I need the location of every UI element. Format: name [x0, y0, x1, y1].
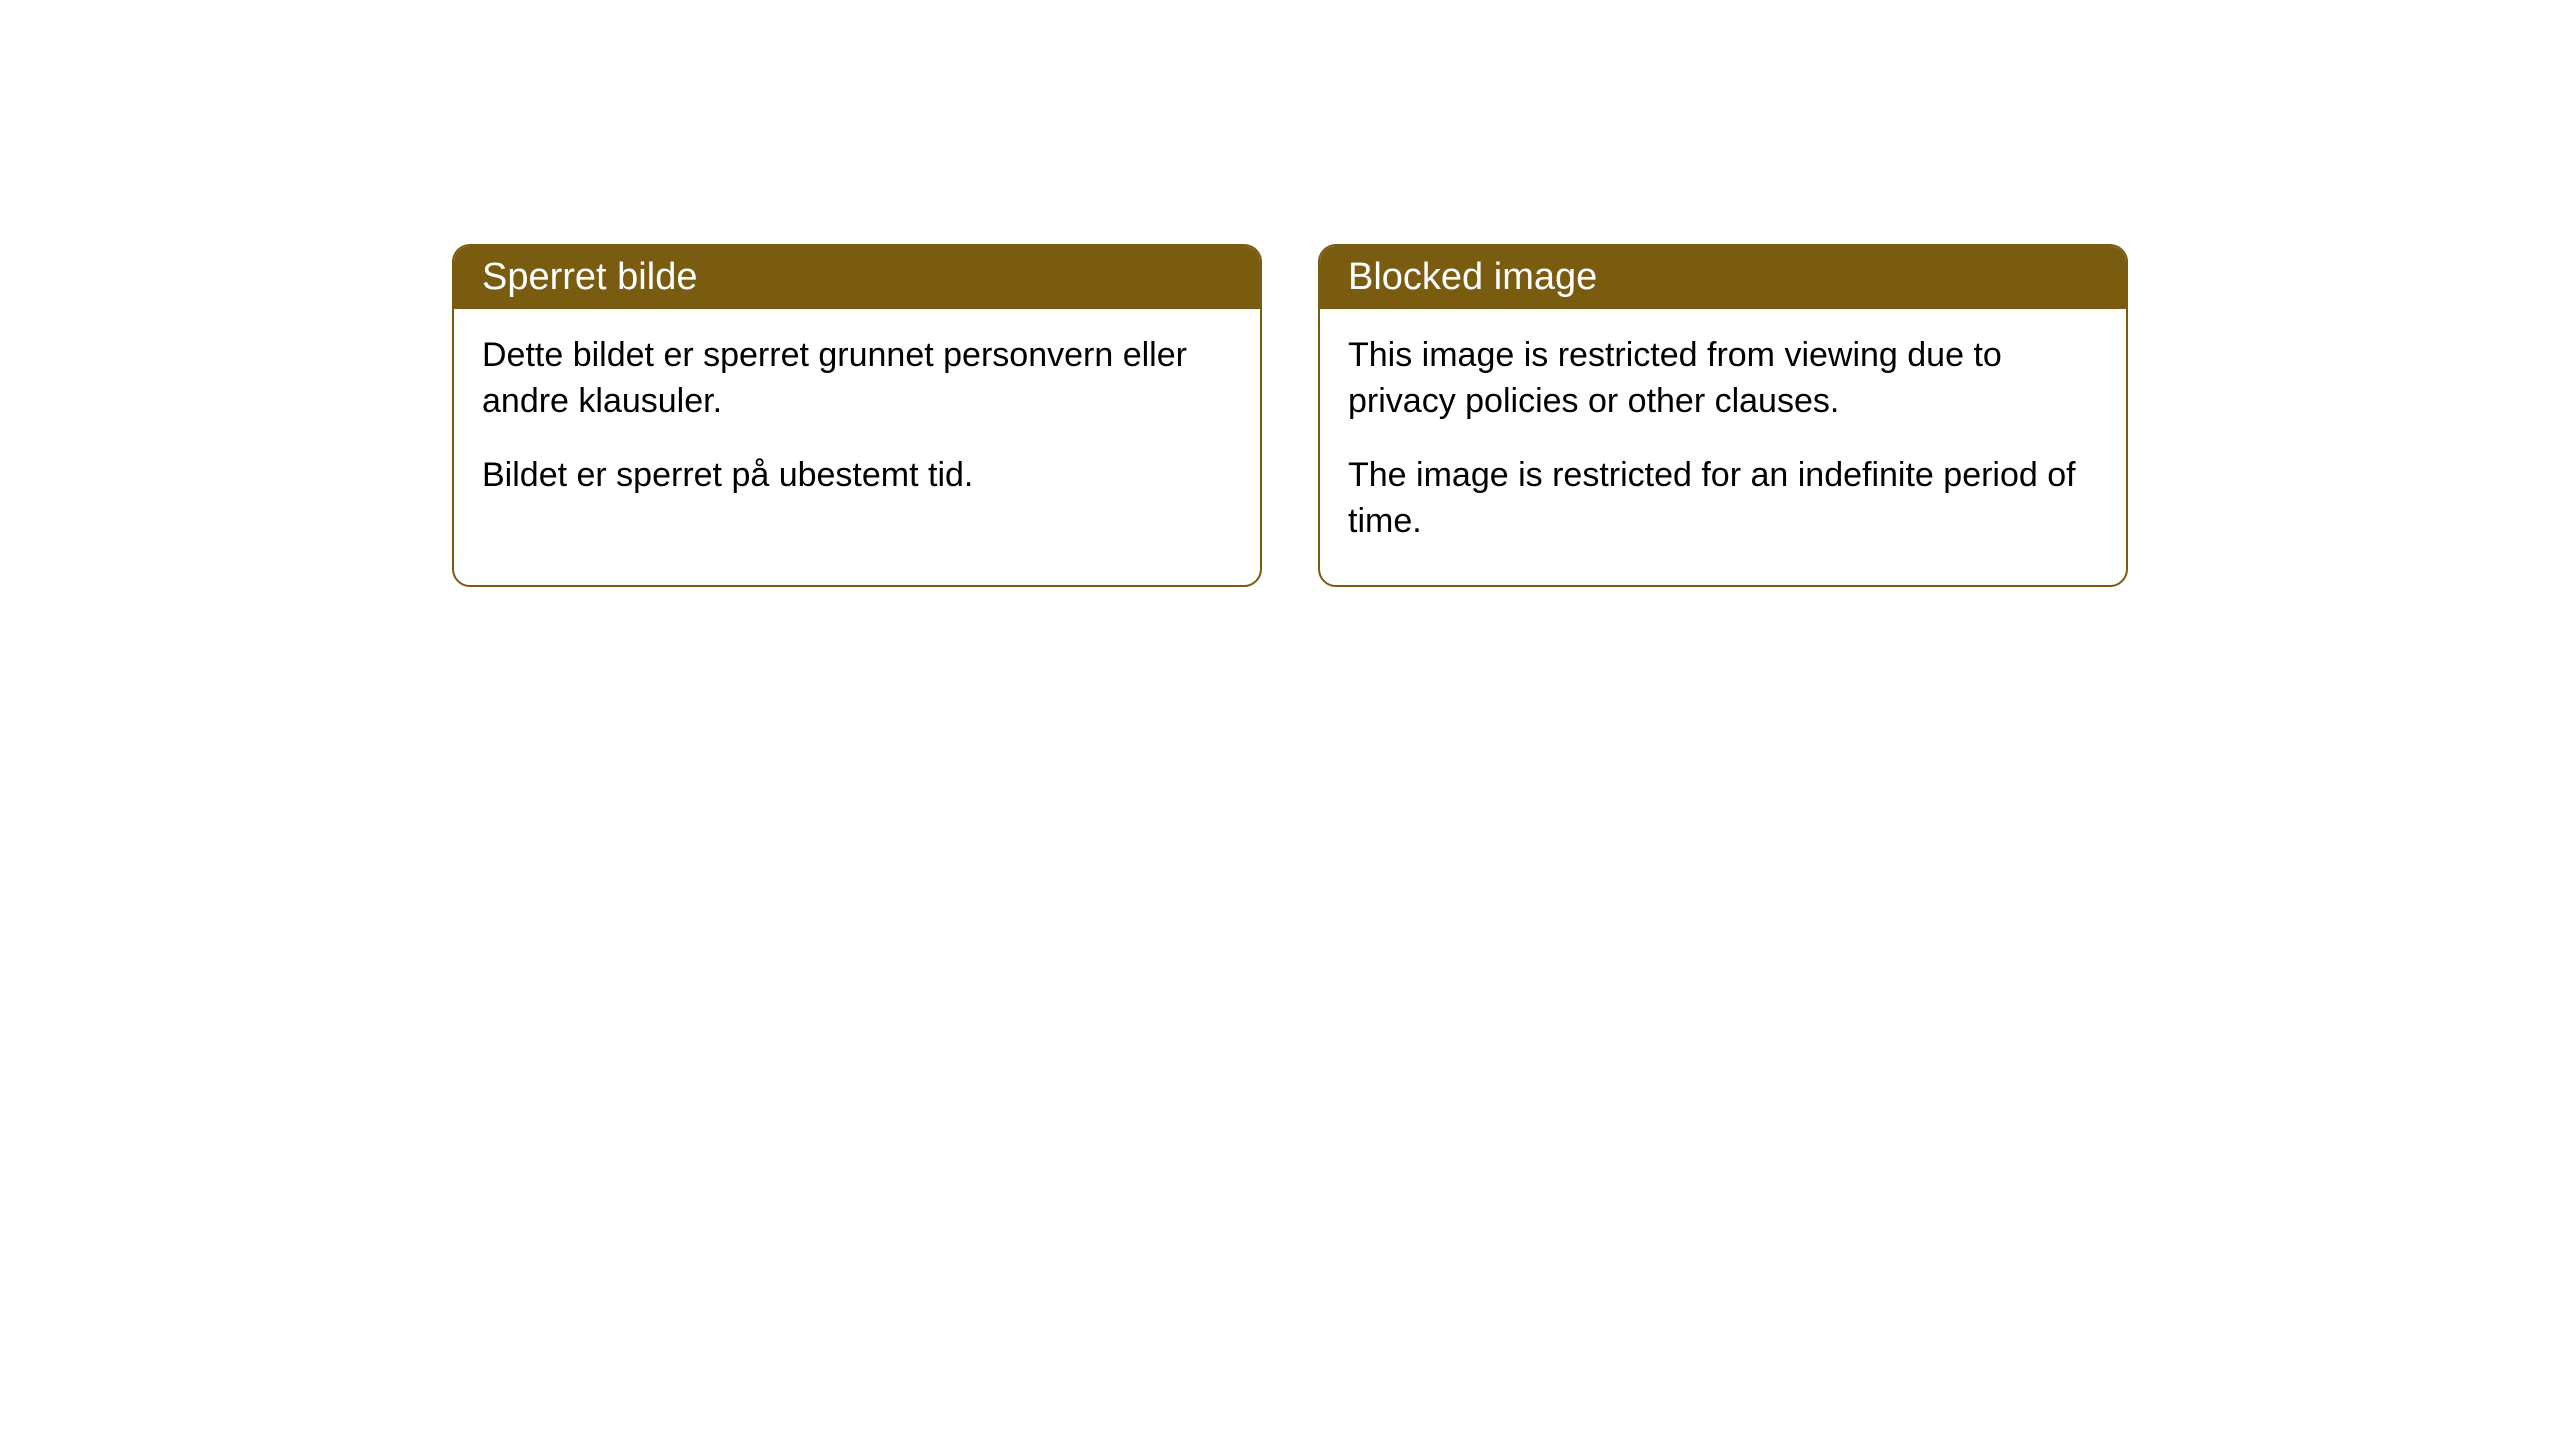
card-header: Sperret bilde [454, 246, 1260, 309]
notice-card-english: Blocked image This image is restricted f… [1318, 244, 2128, 587]
notice-card-norwegian: Sperret bilde Dette bildet er sperret gr… [452, 244, 1262, 587]
card-body: Dette bildet er sperret grunnet personve… [454, 309, 1260, 539]
card-body: This image is restricted from viewing du… [1320, 309, 2126, 585]
notice-cards-container: Sperret bilde Dette bildet er sperret gr… [452, 244, 2128, 587]
card-paragraph: Bildet er sperret på ubestemt tid. [482, 453, 1232, 499]
card-title: Blocked image [1348, 256, 1597, 298]
card-paragraph: The image is restricted for an indefinit… [1348, 453, 2098, 545]
card-paragraph: Dette bildet er sperret grunnet personve… [482, 333, 1232, 425]
card-title: Sperret bilde [482, 256, 697, 298]
card-header: Blocked image [1320, 246, 2126, 309]
card-paragraph: This image is restricted from viewing du… [1348, 333, 2098, 425]
